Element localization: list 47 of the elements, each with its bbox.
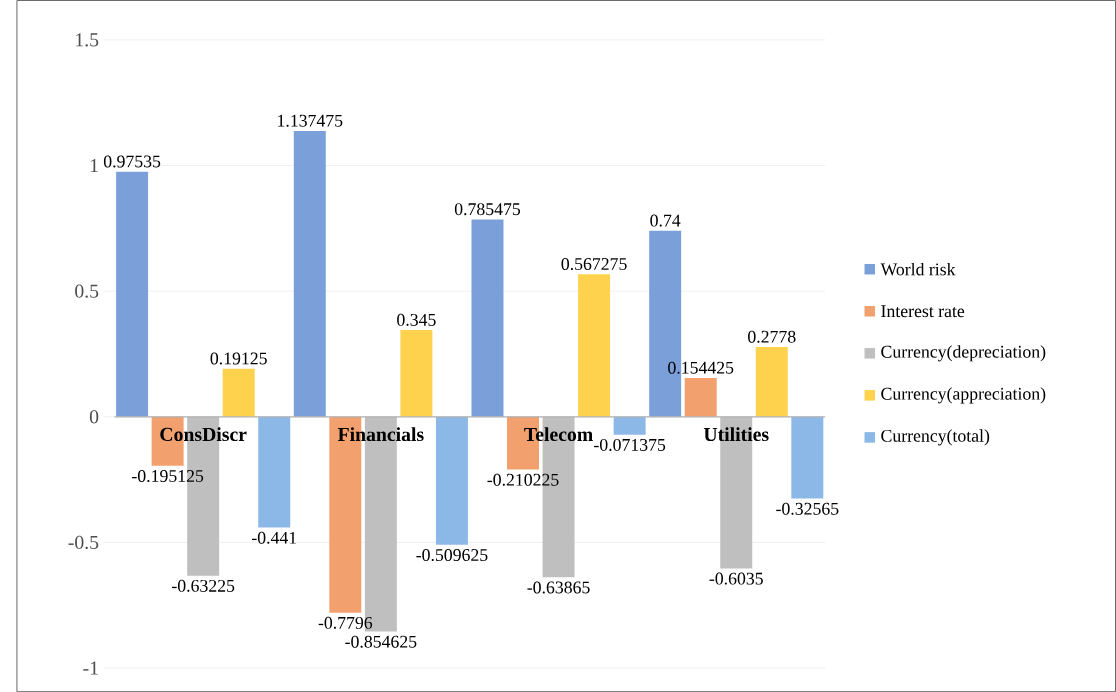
bar xyxy=(293,130,326,417)
data-label: -0.6035 xyxy=(709,572,763,585)
bar xyxy=(116,171,149,417)
data-label: -0.441 xyxy=(251,531,297,544)
data-label: -0.32565 xyxy=(776,502,839,515)
x-tick-label: Utilities xyxy=(703,427,769,441)
bar xyxy=(400,330,433,417)
y-tick-label: 1 xyxy=(90,158,98,172)
data-label: -0.195125 xyxy=(132,469,204,482)
x-tick-label: ConsDiscr xyxy=(160,427,247,441)
data-label: -0.63225 xyxy=(172,579,235,592)
x-tick-label: Telecom xyxy=(524,427,593,441)
legend-label: Currency(appreciation) xyxy=(881,387,1046,404)
data-label: 0.74 xyxy=(650,214,681,227)
data-label: 0.2778 xyxy=(748,330,796,343)
bar xyxy=(613,416,646,435)
data-label: 0.345 xyxy=(397,313,436,326)
legend-label: Currency(total) xyxy=(881,429,990,446)
x-tick-label: Financials xyxy=(337,427,424,441)
data-label: 0.785475 xyxy=(454,203,521,216)
data-label: 0.97535 xyxy=(103,155,161,168)
bar xyxy=(791,416,824,499)
data-label: -0.854625 xyxy=(345,635,417,648)
data-label: 0.154425 xyxy=(668,361,734,374)
bar xyxy=(684,377,717,417)
y-tick-label: 0.5 xyxy=(75,284,99,298)
y-tick-label: -1 xyxy=(83,661,98,675)
bar xyxy=(258,416,291,528)
bar xyxy=(578,274,611,417)
data-label: -0.071375 xyxy=(594,438,666,451)
legend-label: World risk xyxy=(880,262,956,276)
legend-label: Interest rate xyxy=(881,305,965,318)
data-label: -0.210225 xyxy=(487,473,559,486)
y-tick-label: -0.5 xyxy=(68,535,99,550)
data-label: 1.137475 xyxy=(278,114,343,127)
bar xyxy=(755,346,788,417)
data-label: -0.63865 xyxy=(527,581,590,594)
data-label: -0.7796 xyxy=(318,616,373,629)
y-tick-label: 1.5 xyxy=(76,33,99,47)
bar xyxy=(222,368,255,417)
bar xyxy=(435,416,468,545)
data-label: 0.19125 xyxy=(210,352,267,365)
legend-label: Currency(depreciation) xyxy=(881,345,1046,362)
data-label: 0.567275 xyxy=(561,257,627,270)
y-tick-label: 0 xyxy=(89,410,99,424)
bar xyxy=(471,219,504,417)
data-label: -0.509625 xyxy=(416,548,488,561)
